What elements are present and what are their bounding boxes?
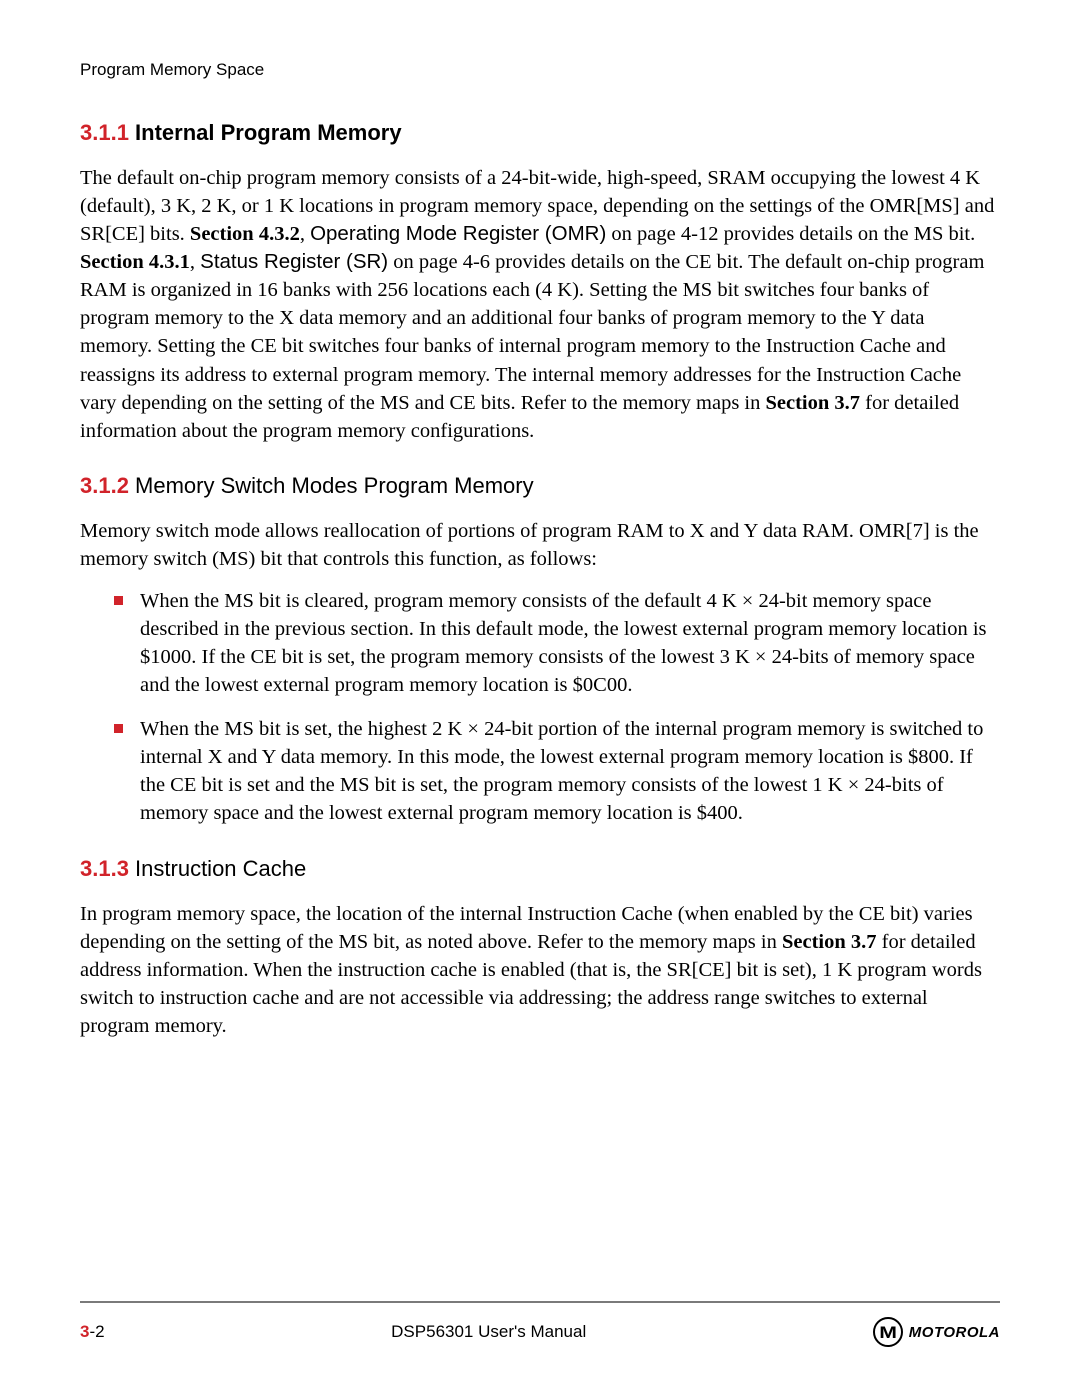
section-title: Instruction Cache	[135, 856, 306, 881]
body-paragraph: Memory switch mode allows reallocation o…	[80, 517, 1000, 573]
page-footer: 3-2 DSP56301 User's Manual M MOTOROLA	[80, 1301, 1000, 1347]
logo-glyph: M	[879, 1324, 897, 1341]
bullet-list: When the MS bit is cleared, program memo…	[80, 587, 1000, 828]
section-number: 3.1.3	[80, 856, 135, 881]
text-run: Operating Mode Register (OMR)	[310, 222, 606, 245]
text-run: ,	[300, 223, 310, 245]
brand-logo: M MOTOROLA	[873, 1317, 1000, 1347]
logo-text: MOTOROLA	[909, 1324, 1000, 1341]
document-page: Program Memory Space 3.1.1 Internal Prog…	[0, 0, 1080, 1397]
running-header: Program Memory Space	[80, 60, 1000, 80]
text-run: Section 3.7	[766, 392, 861, 414]
footer-row: 3-2 DSP56301 User's Manual M MOTOROLA	[80, 1317, 1000, 1347]
page-subnumber: 2	[95, 1322, 104, 1341]
section-number: 3.1.2	[80, 473, 135, 498]
section-heading: 3.1.2 Memory Switch Modes Program Memory	[80, 473, 1000, 499]
footer-center-text: DSP56301 User's Manual	[105, 1322, 873, 1342]
page-content: 3.1.1 Internal Program Memory The default…	[80, 120, 1000, 1040]
list-item: When the MS bit is cleared, program memo…	[140, 587, 1000, 699]
text-run: ,	[190, 251, 200, 273]
section-heading: 3.1.1 Internal Program Memory	[80, 120, 1000, 146]
text-run: Section 4.3.2	[190, 223, 300, 245]
section-title: Memory Switch Modes Program Memory	[135, 473, 534, 498]
text-run: on page 4-6 provides details on the CE b…	[80, 251, 984, 413]
text-run: Section 3.7	[782, 931, 877, 953]
list-item: When the MS bit is set, the highest 2 K …	[140, 715, 1000, 827]
section-title: Internal Program Memory	[135, 120, 402, 145]
text-run: Section 4.3.1	[80, 251, 190, 273]
text-run: on page 4-12 provides details on the MS …	[606, 223, 975, 245]
body-paragraph: The default on-chip program memory consi…	[80, 164, 1000, 445]
page-number: 3-2	[80, 1322, 105, 1342]
footer-rule	[80, 1301, 1000, 1303]
text-run: Status Register (SR)	[200, 250, 388, 273]
body-paragraph: In program memory space, the location of…	[80, 900, 1000, 1040]
section-heading: 3.1.3 Instruction Cache	[80, 856, 1000, 882]
motorola-icon: M	[873, 1317, 903, 1347]
section-number: 3.1.1	[80, 120, 135, 145]
text-run: Memory switch mode allows reallocation o…	[80, 520, 979, 570]
